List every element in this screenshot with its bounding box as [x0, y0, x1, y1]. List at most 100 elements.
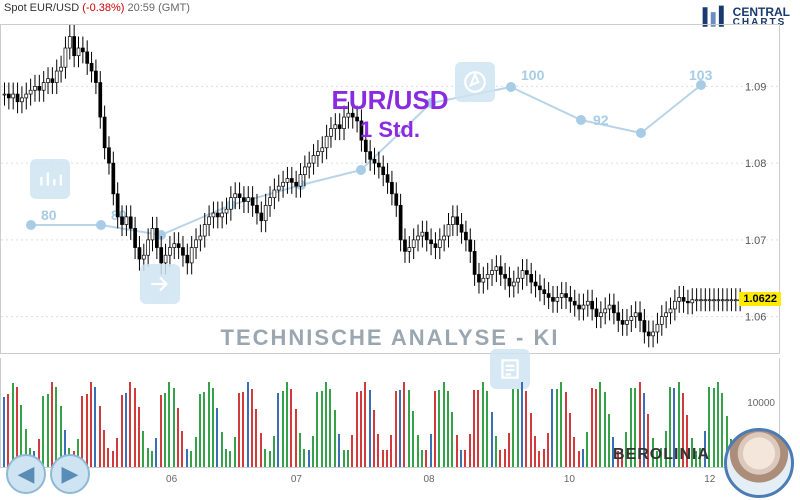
price-panel[interactable]: 1.061.071.081.09808010092103 EUR/USD 1 S…: [0, 24, 780, 354]
volume-bar: [534, 436, 536, 467]
volume-bar: [508, 433, 510, 467]
volume-bar: [338, 434, 340, 467]
volume-bar: [103, 430, 105, 467]
volume-bar: [551, 389, 553, 467]
x-tick: 12: [704, 474, 715, 485]
volume-bar: [94, 387, 96, 467]
volume-bar: [412, 411, 414, 467]
volume-bar: [421, 450, 423, 467]
volume-bar: [377, 434, 379, 467]
nav-prev-button[interactable]: ◀: [6, 454, 46, 494]
volume-bar: [604, 392, 606, 467]
volume-bar: [434, 391, 436, 467]
volume-bar: [177, 408, 179, 467]
svg-text:1.06: 1.06: [745, 312, 766, 324]
avatar[interactable]: [724, 428, 794, 498]
volume-bar: [717, 382, 719, 467]
x-axis: 050607081012: [0, 470, 780, 498]
volume-bar: [530, 413, 532, 467]
svg-text:80: 80: [41, 207, 57, 223]
volume-bar: [321, 391, 323, 467]
change-pct: (-0.38%): [82, 2, 124, 14]
volume-bar: [499, 450, 501, 467]
volume-bar: [269, 451, 271, 467]
volume-bar: [491, 412, 493, 467]
volume-bar: [260, 433, 262, 467]
volume-bar: [238, 393, 240, 467]
volume-bar: [403, 382, 405, 467]
volume-bar: [399, 390, 401, 467]
volume-bar: [308, 450, 310, 467]
nav-arrows: ◀ ▶: [6, 454, 90, 494]
volume-bar: [212, 388, 214, 467]
svg-text:1.09: 1.09: [745, 81, 766, 93]
volume-bar: [460, 450, 462, 467]
volume-bar: [99, 406, 101, 467]
volume-bar: [538, 451, 540, 467]
volume-bar: [543, 449, 545, 467]
wm-compass-icon: [455, 62, 495, 102]
volume-bar: [290, 389, 292, 467]
volume-bar: [573, 437, 575, 467]
last-price-tag: 1.0622: [739, 292, 781, 306]
volume-bar: [303, 449, 305, 467]
volume-bar: [417, 435, 419, 467]
volume-bar: [199, 394, 201, 467]
x-tick: 08: [423, 474, 434, 485]
volume-bar: [134, 388, 136, 467]
volume-bar: [107, 448, 109, 467]
volume-bar: [247, 382, 249, 467]
volume-bar: [173, 388, 175, 467]
volume-bar: [565, 392, 567, 467]
volume-bar: [234, 437, 236, 467]
volume-bar: [486, 391, 488, 467]
volume-bar: [408, 390, 410, 467]
volume-bar: [582, 449, 584, 467]
volume-bar: [90, 382, 92, 467]
volume-bar: [181, 431, 183, 467]
timestamp: 20:59: [128, 2, 156, 14]
svg-text:1.08: 1.08: [745, 158, 766, 170]
chart-interval: 1 Std.: [360, 117, 420, 143]
volume-bar: [386, 450, 388, 467]
nav-next-button[interactable]: ▶: [50, 454, 90, 494]
volume-bar: [569, 413, 571, 467]
volume-bar: [229, 451, 231, 467]
volume-bar: [373, 410, 375, 467]
chart-header: Spot EUR/USD (-0.38%) 20:59 (GMT): [4, 2, 190, 14]
svg-text:1.07: 1.07: [745, 235, 766, 247]
volume-bar: [578, 451, 580, 467]
volume-bar: [356, 392, 358, 467]
volume-bar: [482, 382, 484, 467]
timezone: (GMT): [158, 2, 190, 14]
volume-bar: [595, 389, 597, 468]
volume-bar: [477, 390, 479, 467]
volume-bar: [347, 450, 349, 467]
volume-bar: [547, 433, 549, 467]
volume-bar: [286, 382, 288, 467]
volume-bar: [277, 393, 279, 467]
volume-bar: [116, 438, 118, 467]
volume-bar: [713, 388, 715, 468]
volume-bar: [382, 450, 384, 467]
volume-bar: [599, 382, 601, 467]
volume-bar: [195, 437, 197, 467]
volume-bar: [390, 435, 392, 467]
volume-bar: [112, 451, 114, 467]
volume-bar: [186, 449, 188, 467]
volume-bar: [438, 390, 440, 467]
instrument-label: Spot EUR/USD: [4, 2, 79, 14]
volume-bar: [443, 382, 445, 467]
volume-bar: [425, 450, 427, 467]
volume-bar: [129, 382, 131, 467]
volume-ytick: 10000: [747, 398, 775, 409]
volume-bar: [512, 389, 514, 467]
volume-bar: [295, 409, 297, 467]
volume-bar: [190, 451, 192, 467]
volume-bar: [221, 432, 223, 467]
volume-bar: [251, 389, 253, 467]
volume-bar: [151, 451, 153, 467]
svg-text:103: 103: [689, 67, 713, 83]
x-tick: 06: [166, 474, 177, 485]
volume-bar: [586, 432, 588, 467]
